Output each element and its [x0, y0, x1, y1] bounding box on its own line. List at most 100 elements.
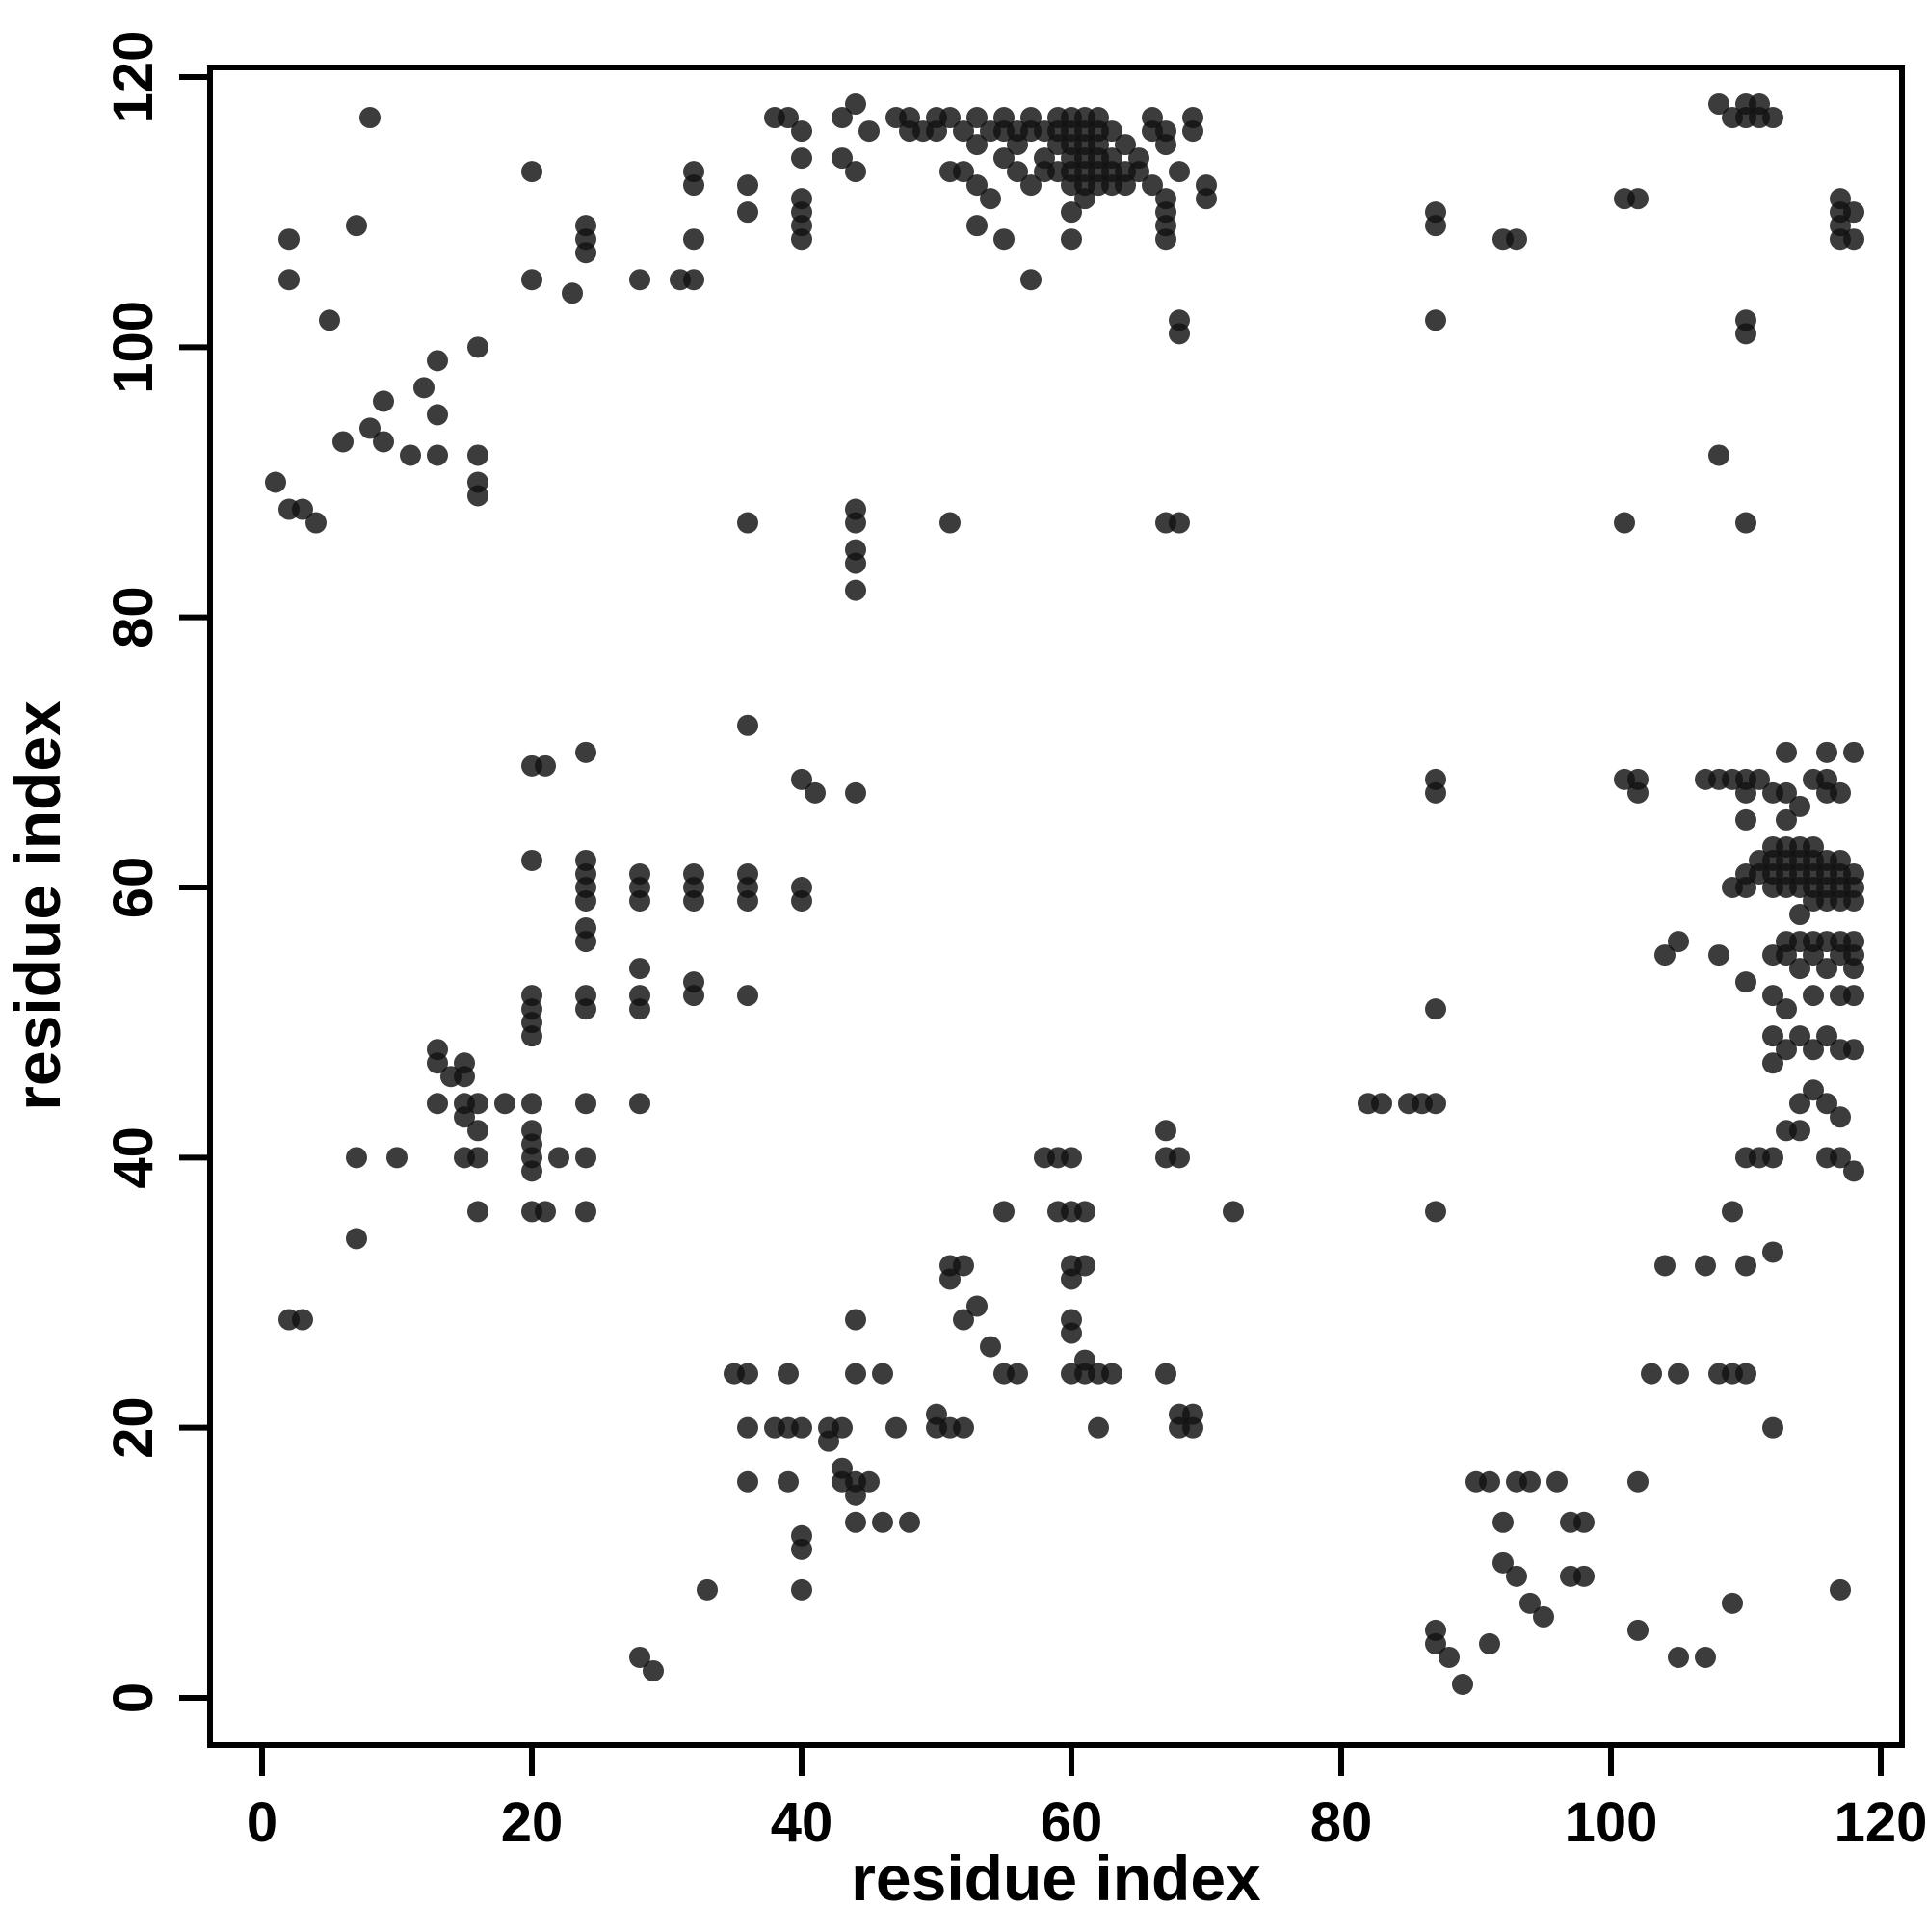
data-point	[832, 147, 853, 170]
data-point	[1708, 944, 1729, 966]
data-point	[939, 107, 961, 129]
x-tick-label: 20	[501, 1791, 564, 1854]
data-point	[1668, 1363, 1689, 1385]
data-point	[1843, 201, 1864, 224]
data-point	[1843, 958, 1864, 980]
data-point	[737, 512, 758, 534]
data-point	[1749, 768, 1770, 790]
data-point	[346, 1147, 367, 1169]
data-point	[1816, 958, 1837, 980]
data-point	[1816, 1025, 1837, 1047]
data-point	[1061, 201, 1082, 224]
data-point	[1830, 1106, 1851, 1128]
data-point	[885, 1416, 907, 1439]
x-tick-label: 0	[247, 1791, 277, 1854]
data-point	[993, 228, 1015, 251]
data-point	[845, 1511, 866, 1533]
data-point	[521, 1093, 542, 1115]
data-point	[1155, 1120, 1176, 1142]
data-point	[1722, 1592, 1743, 1614]
data-point	[1020, 174, 1042, 197]
data-point	[737, 714, 758, 736]
data-point	[1816, 1093, 1837, 1115]
data-point	[1789, 1093, 1810, 1115]
data-point	[1519, 1470, 1541, 1493]
data-point	[845, 161, 866, 183]
data-point	[359, 417, 381, 439]
data-point	[1169, 1147, 1190, 1169]
data-point	[467, 1147, 488, 1169]
data-point	[1452, 1673, 1473, 1695]
data-point	[427, 1093, 448, 1115]
data-point	[1843, 1039, 1864, 1061]
data-point	[1735, 1255, 1756, 1277]
data-point	[1101, 1363, 1122, 1385]
data-point	[1074, 1201, 1095, 1223]
data-point	[575, 741, 596, 763]
data-point	[1155, 1363, 1176, 1385]
data-point	[427, 1052, 448, 1074]
data-point	[1492, 1551, 1514, 1574]
data-point	[1061, 1147, 1082, 1169]
data-point	[575, 1093, 596, 1115]
data-point	[629, 998, 650, 1020]
data-point	[845, 552, 866, 574]
data-point	[980, 1336, 1001, 1358]
data-point	[319, 309, 340, 331]
data-point	[1654, 944, 1676, 966]
data-point	[1196, 188, 1217, 210]
data-point	[966, 1295, 988, 1317]
data-point	[1695, 1255, 1716, 1277]
data-point	[1803, 890, 1824, 913]
data-point	[1735, 323, 1756, 345]
data-point	[1128, 161, 1149, 183]
data-point	[1425, 1632, 1446, 1654]
data-point	[1762, 1241, 1783, 1263]
data-point	[1762, 107, 1783, 129]
data-point	[1007, 134, 1028, 156]
data-point	[791, 1578, 812, 1601]
data-point	[278, 269, 300, 291]
data-point	[1735, 808, 1756, 831]
data-point	[629, 890, 650, 913]
data-point	[791, 147, 812, 170]
data-point	[1708, 444, 1729, 466]
data-point	[1425, 215, 1446, 237]
data-point	[346, 215, 367, 237]
data-point	[858, 1470, 880, 1493]
data-point	[805, 781, 826, 804]
data-point	[1506, 228, 1527, 251]
data-point	[629, 1646, 650, 1668]
data-point	[926, 1403, 947, 1425]
data-point	[1762, 1416, 1783, 1439]
data-point	[832, 1416, 853, 1439]
data-point	[858, 120, 880, 143]
data-point	[1627, 1619, 1649, 1641]
data-point	[683, 228, 704, 251]
x-tick-label: 100	[1565, 1791, 1658, 1854]
data-point	[1668, 1646, 1689, 1668]
data-point	[737, 1363, 758, 1385]
data-point	[683, 174, 704, 197]
x-axis-label: residue index	[851, 1842, 1261, 1914]
data-point	[1762, 1052, 1783, 1074]
data-point	[1492, 1511, 1514, 1533]
data-point	[1776, 1039, 1797, 1061]
data-point	[953, 1309, 974, 1331]
data-point	[332, 431, 354, 453]
data-point	[629, 958, 650, 980]
data-point	[386, 1147, 408, 1169]
data-point	[1654, 1255, 1676, 1277]
data-point	[1061, 228, 1082, 251]
data-point	[1803, 1079, 1824, 1101]
data-point	[535, 754, 556, 777]
data-point	[737, 1470, 758, 1493]
data-point	[1115, 174, 1136, 197]
data-point	[1776, 781, 1797, 804]
data-point	[467, 444, 488, 466]
data-point	[845, 781, 866, 804]
data-point	[1843, 1160, 1864, 1182]
data-point	[427, 444, 448, 466]
data-point	[629, 269, 650, 291]
